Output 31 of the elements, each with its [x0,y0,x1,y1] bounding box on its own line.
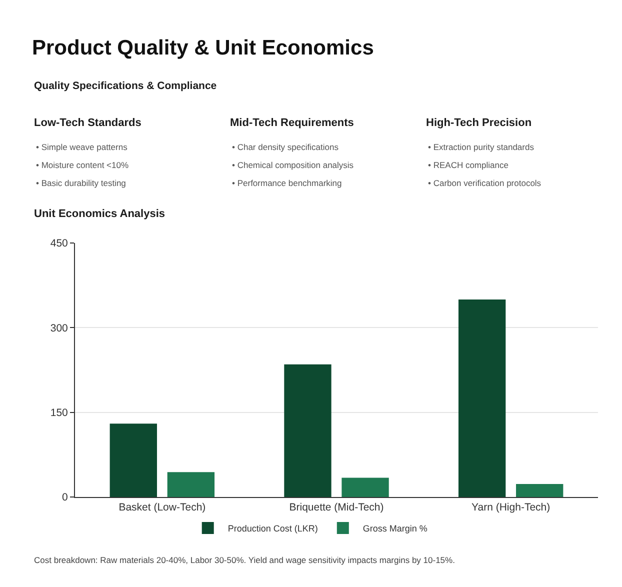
bar [284,364,332,497]
x-tick-label: Yarn (High-Tech) [472,502,550,514]
text: • Carbon verification protocols [428,178,542,188]
y-tick-label: 150 [50,407,68,420]
text: High-Tech Precision [426,117,532,129]
text: • Chemical composition analysis [232,160,354,170]
bar [342,478,389,497]
bar [110,424,157,497]
text: Unit Economics Analysis [34,208,166,220]
text: • Extraction purity standards [428,142,534,152]
text: • REACH compliance [428,160,509,170]
text: • Moisture content <10% [36,160,129,170]
legend-label: Production Cost (LKR) [228,524,318,534]
text: • Simple weave patterns [36,142,128,152]
text: • Performance benchmarking [232,178,342,188]
y-tick-label: 300 [50,322,68,334]
text: • Basic durability testing [36,178,126,188]
legend-label: Gross Margin % [362,524,428,534]
x-tick-label: Briquette (Mid-Tech) [289,502,384,514]
text: • Char density specifications [232,142,338,152]
bar [516,484,564,497]
chart-title: Product Quality & Unit Economics [32,36,374,60]
bar [458,299,506,497]
text: Cost breakdown: Raw materials 20-40%, Labor 30-50%. Yield and wage sensitivity impacts margins by 10-15%. [34,555,455,565]
bar [167,472,215,497]
x-tick-label: Basket (Low-Tech) [118,502,206,514]
chart-subtitle: Quality Specifications & Compliance [34,80,217,92]
y-tick-label: 450 [50,238,68,250]
y-tick-label: 0 [62,492,68,504]
text: Low-Tech Standards [34,117,142,129]
text: Mid-Tech Requirements [230,117,354,129]
